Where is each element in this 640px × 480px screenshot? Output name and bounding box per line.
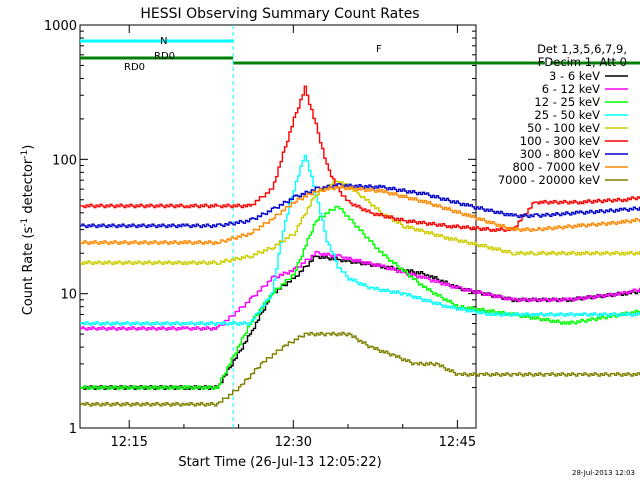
y-label-sup2: -1: [20, 150, 30, 159]
state-bar-label: F: [376, 44, 382, 55]
legend-entry-label: 800 - 7000 keV: [512, 160, 600, 174]
series-line: [80, 180, 640, 265]
legend-entry-label: 3 - 6 keV: [549, 69, 600, 83]
legend: Det 1,3,5,6,7,9, FDecim 1, Att 0 3 - 6 k…: [498, 42, 628, 187]
chart-title: HESSI Observing Summary Count Rates: [140, 6, 419, 22]
x-axis-label: Start Time (26-Jul-13 12:05:22): [178, 455, 381, 470]
legend-entry-label: 6 - 12 keV: [542, 82, 600, 96]
x-tick-label: 12:15: [110, 435, 147, 450]
legend-entry-label: 50 - 100 keV: [527, 121, 600, 135]
y-tick-label: 1000: [44, 19, 77, 34]
legend-entry-label: 7000 - 20000 keV: [498, 173, 600, 187]
state-bar-label: RD0: [154, 51, 175, 62]
state-bar-label: N: [160, 36, 167, 47]
y-label-part1: Count Rate (s: [21, 227, 36, 316]
series-line: [80, 250, 640, 331]
x-tick-label: 12:30: [275, 435, 312, 450]
state-bars: N RD0 F RD0: [80, 36, 640, 73]
legend-entry-label: 300 - 800 keV: [520, 147, 600, 161]
legend-header-line2: FDecim 1, Att 0: [538, 55, 627, 69]
series-lines: [80, 85, 640, 407]
legend-entry-label: 12 - 25 keV: [534, 95, 600, 109]
y-label-part2: detector: [21, 158, 36, 218]
y-tick-label: 1: [69, 422, 77, 437]
x-tick-label: 12:45: [439, 435, 476, 450]
y-axis-label: Count Rate (s-1 detector-1): [20, 145, 36, 316]
legend-entry-label: 25 - 50 keV: [534, 108, 600, 122]
legend-header-line1: Det 1,3,5,6,7,9,: [537, 42, 627, 56]
footer-stamp: 28-Jul-2013 12:03: [572, 469, 635, 477]
y-tick-label: 10: [60, 288, 77, 303]
series-line: [80, 85, 640, 232]
series-line: [80, 183, 640, 229]
series-line: [80, 185, 640, 245]
y-label-part3: ): [21, 145, 36, 150]
y-label-sup1: -1: [20, 218, 30, 227]
legend-entry-label: 100 - 300 keV: [520, 134, 600, 148]
y-tick-label: 100: [52, 153, 77, 168]
series-line: [80, 154, 640, 326]
tick-labels: 12:15 12:30 12:45 1 10 100 1000: [44, 19, 476, 450]
state-bar-label-secondary: RD0: [124, 62, 145, 73]
series-line: [80, 331, 640, 407]
